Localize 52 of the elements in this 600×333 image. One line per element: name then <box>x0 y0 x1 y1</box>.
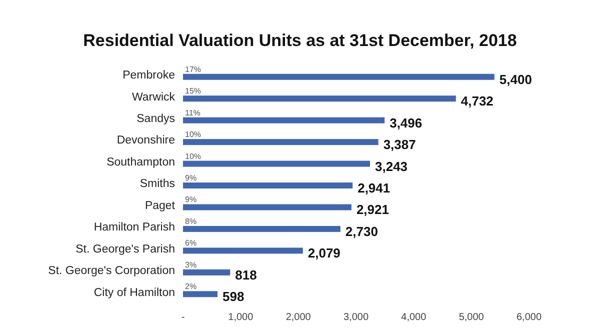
bar <box>183 139 378 146</box>
bar <box>183 74 494 80</box>
bar <box>183 160 370 167</box>
data-label: 3,496 <box>390 115 422 130</box>
annotation: 10% <box>185 152 202 161</box>
annotation: 15% <box>185 86 202 96</box>
x-tick-label: 5,000 <box>458 312 484 324</box>
annotation: 11% <box>185 108 200 118</box>
annotation: 3% <box>185 260 197 270</box>
x-tick-label: 1,000 <box>228 312 254 324</box>
y-tick-label: Sandys <box>136 113 176 125</box>
y-tick-label: St. George's Corporation <box>48 265 175 278</box>
y-tick-label: City of Hamilton <box>94 286 175 299</box>
y-tick-label: Southampton <box>106 156 175 168</box>
annotation: 10% <box>185 130 202 140</box>
y-tick-label: Pembroke <box>122 70 175 82</box>
annotation: 9% <box>185 174 197 182</box>
chart-title: Residential Valuation Units as at 31st December, 2018 <box>83 31 517 50</box>
bar <box>183 96 456 102</box>
annotation: 17% <box>185 64 202 74</box>
data-label: 2,730 <box>345 224 378 239</box>
x-tick-label: 3,000 <box>343 312 369 324</box>
annotation: 6% <box>185 238 197 248</box>
x-tick-label: 6,000 <box>516 312 542 324</box>
bar <box>183 117 385 124</box>
bar <box>183 226 340 232</box>
bar <box>183 291 218 298</box>
annotation: 9% <box>185 195 197 204</box>
bar <box>183 182 353 188</box>
annotation: 8% <box>185 216 197 226</box>
data-label: 2,079 <box>308 246 340 261</box>
data-label: 2,921 <box>356 202 389 218</box>
data-label: 2,941 <box>358 180 390 196</box>
y-tick-label: Warwick <box>132 91 176 104</box>
data-label: 818 <box>235 267 257 282</box>
y-tick-label: St. George's Parish <box>76 243 175 256</box>
data-label: 3,387 <box>383 137 416 152</box>
data-label: 5,400 <box>499 72 532 87</box>
data-label: 598 <box>222 289 244 304</box>
y-tick-label: Hamilton Parish <box>94 222 175 234</box>
bar <box>183 204 352 210</box>
annotation: 2% <box>185 282 197 292</box>
bar <box>183 248 303 254</box>
data-label: 4,732 <box>460 94 494 109</box>
y-tick-label: Smiths <box>140 178 176 190</box>
y-tick-label: Paget <box>144 200 176 212</box>
data-label: 3,243 <box>375 158 408 174</box>
y-tick-label: Devonshire <box>116 134 175 147</box>
bar <box>183 269 230 276</box>
x-tick-label: 2,000 <box>286 312 312 324</box>
x-tick-label: - <box>181 312 185 324</box>
x-tick-label: 4,000 <box>401 312 427 324</box>
